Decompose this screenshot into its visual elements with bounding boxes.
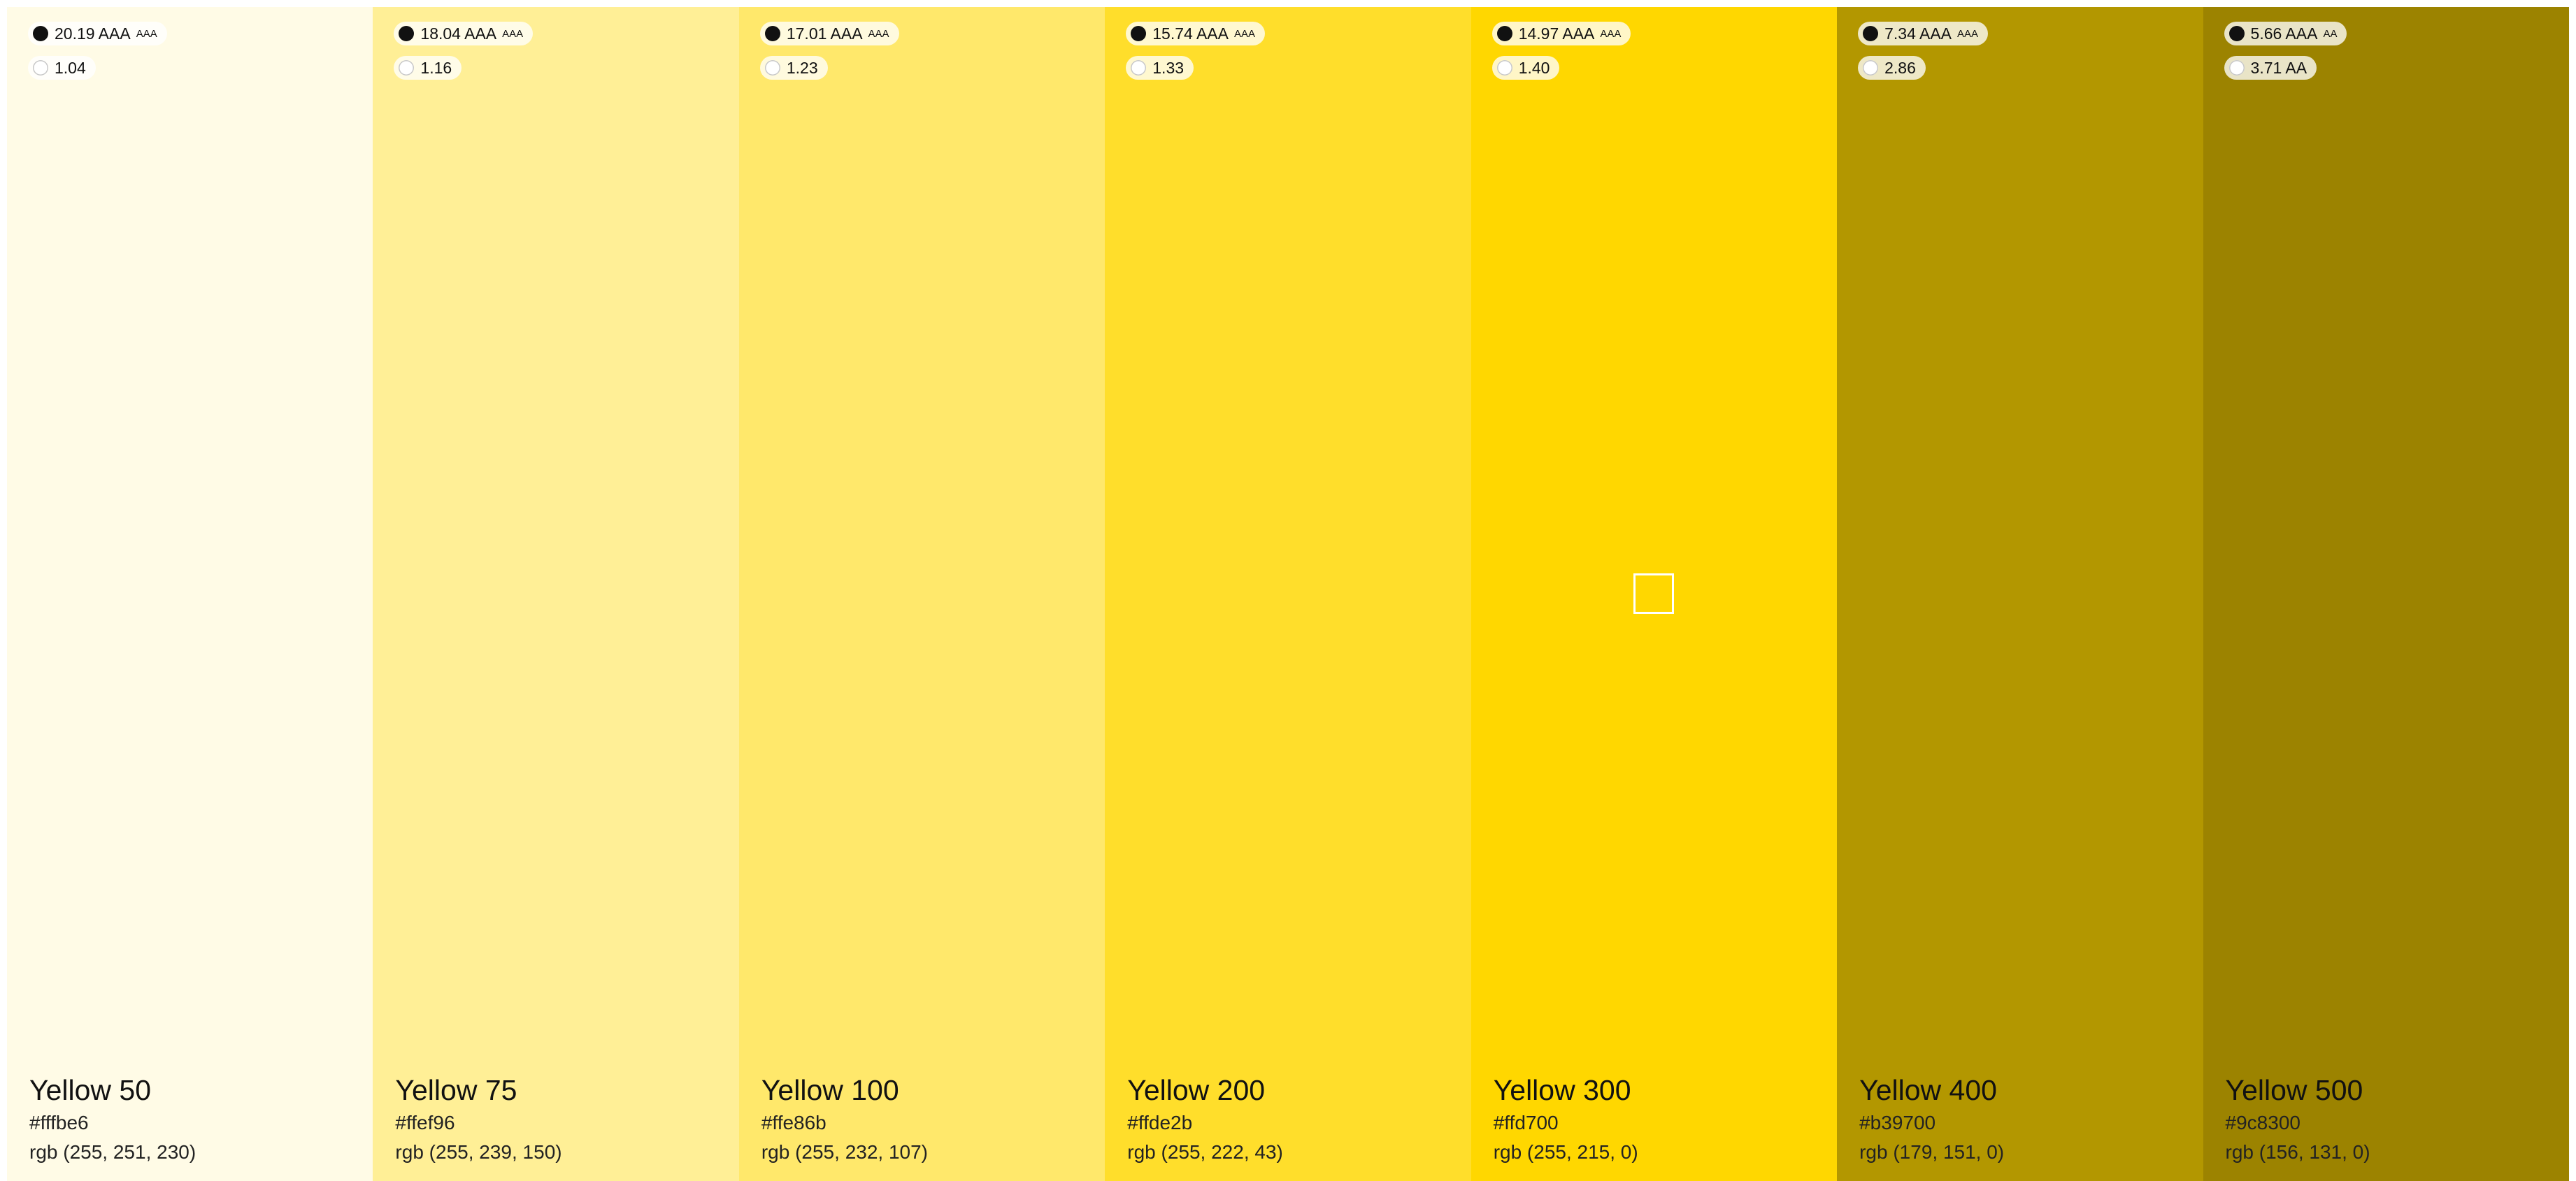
swatch-rgb: rgb (179, 151, 0) xyxy=(1859,1141,2005,1163)
light-text-contrast-badge: 1.04 xyxy=(28,56,96,80)
light-contrast-ratio: 1.23 xyxy=(786,58,818,77)
dark-contrast-level: AAA xyxy=(502,27,524,40)
swatch-hex: #b39700 xyxy=(1859,1112,1936,1133)
swatch-info: Yellow 500 #9c8300 rgb (156, 131, 0) xyxy=(2226,1072,2370,1167)
swatch-rgb: rgb (255, 232, 107) xyxy=(761,1141,929,1163)
contrast-badges: 5.66 AAA AA 3.71 AA xyxy=(2224,22,2347,90)
swatch-info: Yellow 50 #fffbe6 rgb (255, 251, 230) xyxy=(29,1072,196,1167)
light-dot-icon xyxy=(764,60,780,76)
swatch-hex: #9c8300 xyxy=(2225,1112,2300,1133)
swatch-yellow-75[interactable]: 18.04 AAA AAA 1.16 Yellow 75 #ffef96 rgb … xyxy=(373,7,739,1181)
contrast-badges: 14.97 AAA AAA 1.40 xyxy=(1491,22,1631,90)
dark-dot-icon xyxy=(1863,26,1879,41)
dark-text-contrast-badge: 20.19 AAA AAA xyxy=(28,22,167,45)
swatch-name: Yellow 50 xyxy=(29,1074,152,1106)
light-text-contrast-badge: 1.16 xyxy=(394,56,462,80)
dark-contrast-ratio: 14.97 AAA xyxy=(1518,24,1595,43)
swatch-name: Yellow 400 xyxy=(1859,1074,1997,1106)
light-text-contrast-badge: 1.40 xyxy=(1491,56,1560,80)
dark-contrast-level: AAA xyxy=(1233,27,1255,40)
light-dot-icon xyxy=(399,60,415,76)
swatch-name: Yellow 300 xyxy=(1493,1074,1631,1106)
swatch-info: Yellow 400 #b39700 rgb (179, 151, 0) xyxy=(1859,1072,2004,1167)
dark-dot-icon xyxy=(764,26,780,41)
swatch-info: Yellow 75 #ffef96 rgb (255, 239, 150) xyxy=(395,1072,561,1167)
dark-contrast-ratio: 18.04 AAA xyxy=(420,24,497,43)
swatch-yellow-400[interactable]: 7.34 AAA AAA 2.86 Yellow 400 #b39700 rgb … xyxy=(1837,7,2203,1181)
light-contrast-ratio: 3.71 AA xyxy=(2250,58,2307,77)
swatch-hex: #ffe86b xyxy=(761,1112,827,1133)
swatch-rgb: rgb (255, 215, 0) xyxy=(1493,1141,1638,1163)
light-dot-icon xyxy=(1131,60,1147,76)
dark-contrast-ratio: 17.01 AAA xyxy=(786,24,863,43)
dark-contrast-ratio: 7.34 AAA xyxy=(1884,24,1952,43)
swatch-rgb: rgb (255, 251, 230) xyxy=(29,1141,196,1163)
swatch-name: Yellow 75 xyxy=(395,1074,517,1106)
swatch-hex: #ffd700 xyxy=(1493,1112,1559,1133)
dark-contrast-ratio: 5.66 AAA xyxy=(2250,24,2318,43)
light-contrast-ratio: 2.86 xyxy=(1884,58,1916,77)
swatch-hex: #ffef96 xyxy=(395,1112,455,1133)
dark-contrast-ratio: 15.74 AAA xyxy=(1152,24,1229,43)
dark-dot-icon xyxy=(399,26,415,41)
light-text-contrast-badge: 3.71 AA xyxy=(2224,56,2317,80)
light-dot-icon xyxy=(2228,60,2245,76)
light-contrast-ratio: 1.40 xyxy=(1518,58,1550,77)
light-text-contrast-badge: 1.23 xyxy=(759,56,828,80)
dark-text-contrast-badge: 7.34 AAA AAA xyxy=(1858,22,1989,45)
swatch-rgb: rgb (255, 222, 43) xyxy=(1127,1141,1283,1163)
contrast-badges: 18.04 AAA AAA 1.16 xyxy=(394,22,534,90)
light-text-contrast-badge: 2.86 xyxy=(1858,56,1926,80)
hover-focus-square xyxy=(1633,573,1674,614)
contrast-badges: 20.19 AAA AAA 1.04 xyxy=(28,22,167,90)
swatch-yellow-300[interactable]: 14.97 AAA AAA 1.40 Yellow 300 #ffd700 rgb… xyxy=(1471,7,1838,1181)
dark-dot-icon xyxy=(1131,26,1147,41)
contrast-badges: 17.01 AAA AAA 1.23 xyxy=(759,22,899,90)
dark-text-contrast-badge: 14.97 AAA AAA xyxy=(1491,22,1631,45)
swatch-name: Yellow 200 xyxy=(1127,1074,1266,1106)
dark-dot-icon xyxy=(1496,26,1512,41)
dark-text-contrast-badge: 18.04 AAA AAA xyxy=(394,22,534,45)
dark-contrast-level: AAA xyxy=(136,27,157,40)
swatch-yellow-500[interactable]: 5.66 AAA AA 3.71 AA Yellow 500 #9c8300 rg… xyxy=(2203,7,2569,1181)
swatch-name: Yellow 100 xyxy=(761,1074,899,1106)
swatch-yellow-200[interactable]: 15.74 AAA AAA 1.33 Yellow 200 #ffde2b rgb… xyxy=(1105,7,1471,1181)
swatch-rgb: rgb (255, 239, 150) xyxy=(395,1141,562,1163)
light-dot-icon xyxy=(33,60,48,76)
dark-contrast-ratio: 20.19 AAA xyxy=(55,24,131,43)
dark-contrast-level: AA xyxy=(2323,27,2338,40)
dark-dot-icon xyxy=(33,26,48,41)
contrast-badges: 15.74 AAA AAA 1.33 xyxy=(1126,22,1265,90)
color-palette: 20.19 AAA AAA 1.04 Yellow 50 #fffbe6 rgb … xyxy=(7,7,2569,1181)
swatch-rgb: rgb (156, 131, 0) xyxy=(2225,1141,2370,1163)
dark-text-contrast-badge: 17.01 AAA AAA xyxy=(759,22,899,45)
dark-contrast-level: AAA xyxy=(1957,27,1979,40)
dark-dot-icon xyxy=(2228,26,2245,41)
swatch-hex: #fffbe6 xyxy=(29,1112,89,1133)
light-dot-icon xyxy=(1863,60,1879,76)
swatch-yellow-50[interactable]: 20.19 AAA AAA 1.04 Yellow 50 #fffbe6 rgb … xyxy=(7,7,373,1181)
dark-text-contrast-badge: 15.74 AAA AAA xyxy=(1126,22,1265,45)
dark-contrast-level: AAA xyxy=(1600,27,1622,40)
light-contrast-ratio: 1.16 xyxy=(420,58,452,77)
contrast-badges: 7.34 AAA AAA 2.86 xyxy=(1858,22,1989,90)
swatch-name: Yellow 500 xyxy=(2225,1074,2363,1106)
light-dot-icon xyxy=(1496,60,1512,76)
swatch-yellow-100[interactable]: 17.01 AAA AAA 1.23 Yellow 100 #ffe86b rgb… xyxy=(738,7,1105,1181)
swatch-info: Yellow 300 #ffd700 rgb (255, 215, 0) xyxy=(1494,1072,1638,1167)
swatch-hex: #ffde2b xyxy=(1127,1112,1193,1133)
swatch-info: Yellow 100 #ffe86b rgb (255, 232, 107) xyxy=(761,1072,928,1167)
light-contrast-ratio: 1.04 xyxy=(55,58,86,77)
dark-contrast-level: AAA xyxy=(868,27,889,40)
light-text-contrast-badge: 1.33 xyxy=(1126,56,1194,80)
dark-text-contrast-badge: 5.66 AAA AA xyxy=(2224,22,2347,45)
swatch-info: Yellow 200 #ffde2b rgb (255, 222, 43) xyxy=(1127,1072,1283,1167)
light-contrast-ratio: 1.33 xyxy=(1152,58,1185,77)
